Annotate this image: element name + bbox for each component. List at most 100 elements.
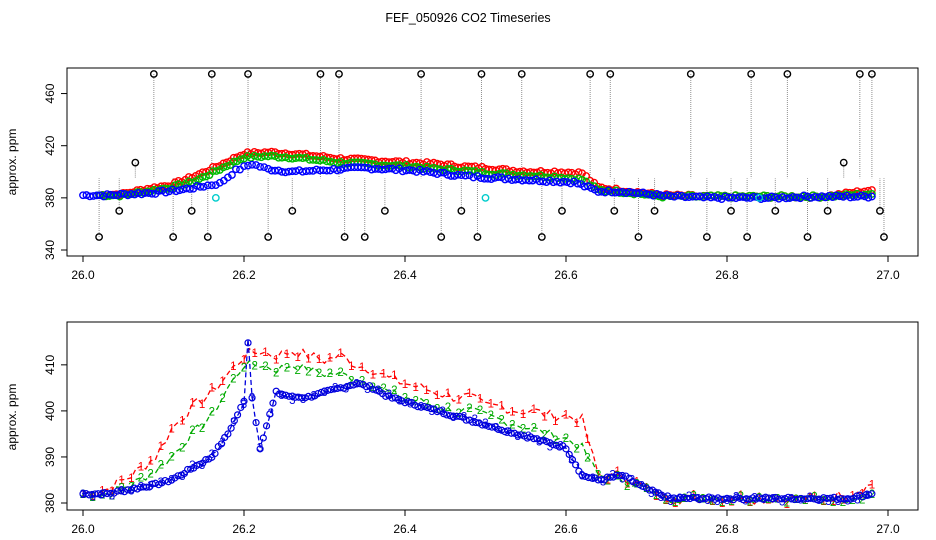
series-3-point xyxy=(279,390,287,399)
x-tick-label: 26.2 xyxy=(232,268,256,282)
series-3-point xyxy=(394,396,403,404)
series3-point xyxy=(853,192,862,201)
series-2-label: 2 xyxy=(820,495,826,507)
series-3-point xyxy=(549,441,557,449)
series3-point xyxy=(814,193,823,202)
flagged-point xyxy=(586,70,595,78)
series-2-label: 2 xyxy=(179,442,185,454)
series3-point xyxy=(663,191,672,199)
series-3-point xyxy=(847,495,855,503)
series3-point xyxy=(732,194,740,203)
series-3-point xyxy=(142,483,150,491)
series3-point xyxy=(580,182,589,191)
series3-point xyxy=(724,193,733,202)
y-tick-label: 390 xyxy=(43,447,57,467)
series-3-point xyxy=(227,424,235,432)
series-3-point xyxy=(330,385,338,393)
series-2-label: 2 xyxy=(230,374,236,386)
chart-title: FEF_050926 CO2 Timeseries xyxy=(385,11,550,25)
series-3-point xyxy=(320,387,329,395)
flagged-point xyxy=(203,233,212,241)
series-2-label: 2 xyxy=(348,375,354,387)
flagged-point xyxy=(380,206,389,215)
flagged-point xyxy=(340,233,349,241)
series-1-label: 1 xyxy=(653,491,659,503)
series3-point xyxy=(825,191,833,200)
series-3-label: 3 xyxy=(590,473,596,485)
bottom-plot-axes: 26.0 26.2 26.4 26.6 26.8 27.0 380 390 400 410 xyxy=(43,355,900,536)
reference-point xyxy=(481,193,490,202)
series-1-label: 1 xyxy=(869,480,875,492)
series-3-point xyxy=(478,421,486,429)
series-2-label: 2 xyxy=(168,451,174,463)
series2-point xyxy=(281,153,290,162)
series3-point xyxy=(760,194,769,203)
series3-point xyxy=(161,188,170,197)
top-y-axis-label: approx. ppm xyxy=(5,129,19,196)
series2-point xyxy=(322,157,331,166)
series2-point xyxy=(298,154,307,163)
flagged-point xyxy=(634,233,643,241)
series3-point xyxy=(832,191,841,200)
series-1-label: 1 xyxy=(128,473,134,485)
flagged-point xyxy=(823,206,832,215)
series-3-point xyxy=(404,398,412,406)
series-3-point xyxy=(248,394,256,402)
series-3-label: 3 xyxy=(268,408,274,420)
series3-point xyxy=(398,167,407,176)
series-3-label: 3 xyxy=(219,437,225,449)
series-2-label: 2 xyxy=(584,452,590,464)
series-3-label: 3 xyxy=(825,496,831,508)
series3-point xyxy=(137,190,146,199)
x-tick-label: 26.8 xyxy=(715,522,739,536)
flagged-point xyxy=(783,70,792,78)
series-1-label: 1 xyxy=(294,352,300,364)
series3-point xyxy=(305,166,314,175)
series-3-point xyxy=(252,418,260,427)
flagged-point xyxy=(606,70,615,78)
series-3-point xyxy=(673,495,681,503)
series-3-point xyxy=(618,471,626,480)
flagged-point xyxy=(743,233,752,241)
series-3-point xyxy=(382,392,390,400)
series3-point xyxy=(625,187,634,196)
y-tick-label: 420 xyxy=(43,135,57,155)
series3-point xyxy=(735,193,744,202)
series-1-label: 1 xyxy=(614,466,620,478)
series-3-point xyxy=(462,416,470,424)
series-1-label: 1 xyxy=(624,478,630,490)
series-3-point xyxy=(494,425,502,433)
series3-point xyxy=(148,189,156,198)
series-1-label: 1 xyxy=(209,382,215,394)
series-3-label: 3 xyxy=(461,411,467,423)
series3-point xyxy=(666,192,675,200)
series-2-label: 2 xyxy=(574,443,580,455)
flagged-point xyxy=(803,233,812,241)
x-tick-label: 26.0 xyxy=(71,522,95,536)
series-3-point xyxy=(317,388,325,397)
series-2-label: 2 xyxy=(241,363,247,375)
series-1-label: 1 xyxy=(230,361,236,373)
series-1-label: 1 xyxy=(584,434,590,446)
series-3-label: 3 xyxy=(128,486,134,498)
series-3-label: 3 xyxy=(536,437,542,449)
series-3-label: 3 xyxy=(547,441,553,453)
series-2-label: 2 xyxy=(605,475,611,487)
series-3-label: 3 xyxy=(807,492,813,504)
series-1-label: 1 xyxy=(284,349,290,361)
series-1-label: 1 xyxy=(423,385,429,397)
series-3-point xyxy=(562,445,570,453)
series-3-point xyxy=(106,489,115,497)
series-2-label: 2 xyxy=(89,492,95,504)
series-1-label: 1 xyxy=(663,495,669,507)
series-3-point xyxy=(868,490,876,498)
series3-point xyxy=(789,193,798,201)
series3-point xyxy=(685,193,693,202)
series3-point xyxy=(774,194,783,203)
series-3-label: 3 xyxy=(557,441,563,453)
y-tick-label: 340 xyxy=(43,240,57,260)
series-2-label: 2 xyxy=(158,460,164,472)
series2-point xyxy=(229,157,238,166)
series-3-label: 3 xyxy=(514,431,520,443)
